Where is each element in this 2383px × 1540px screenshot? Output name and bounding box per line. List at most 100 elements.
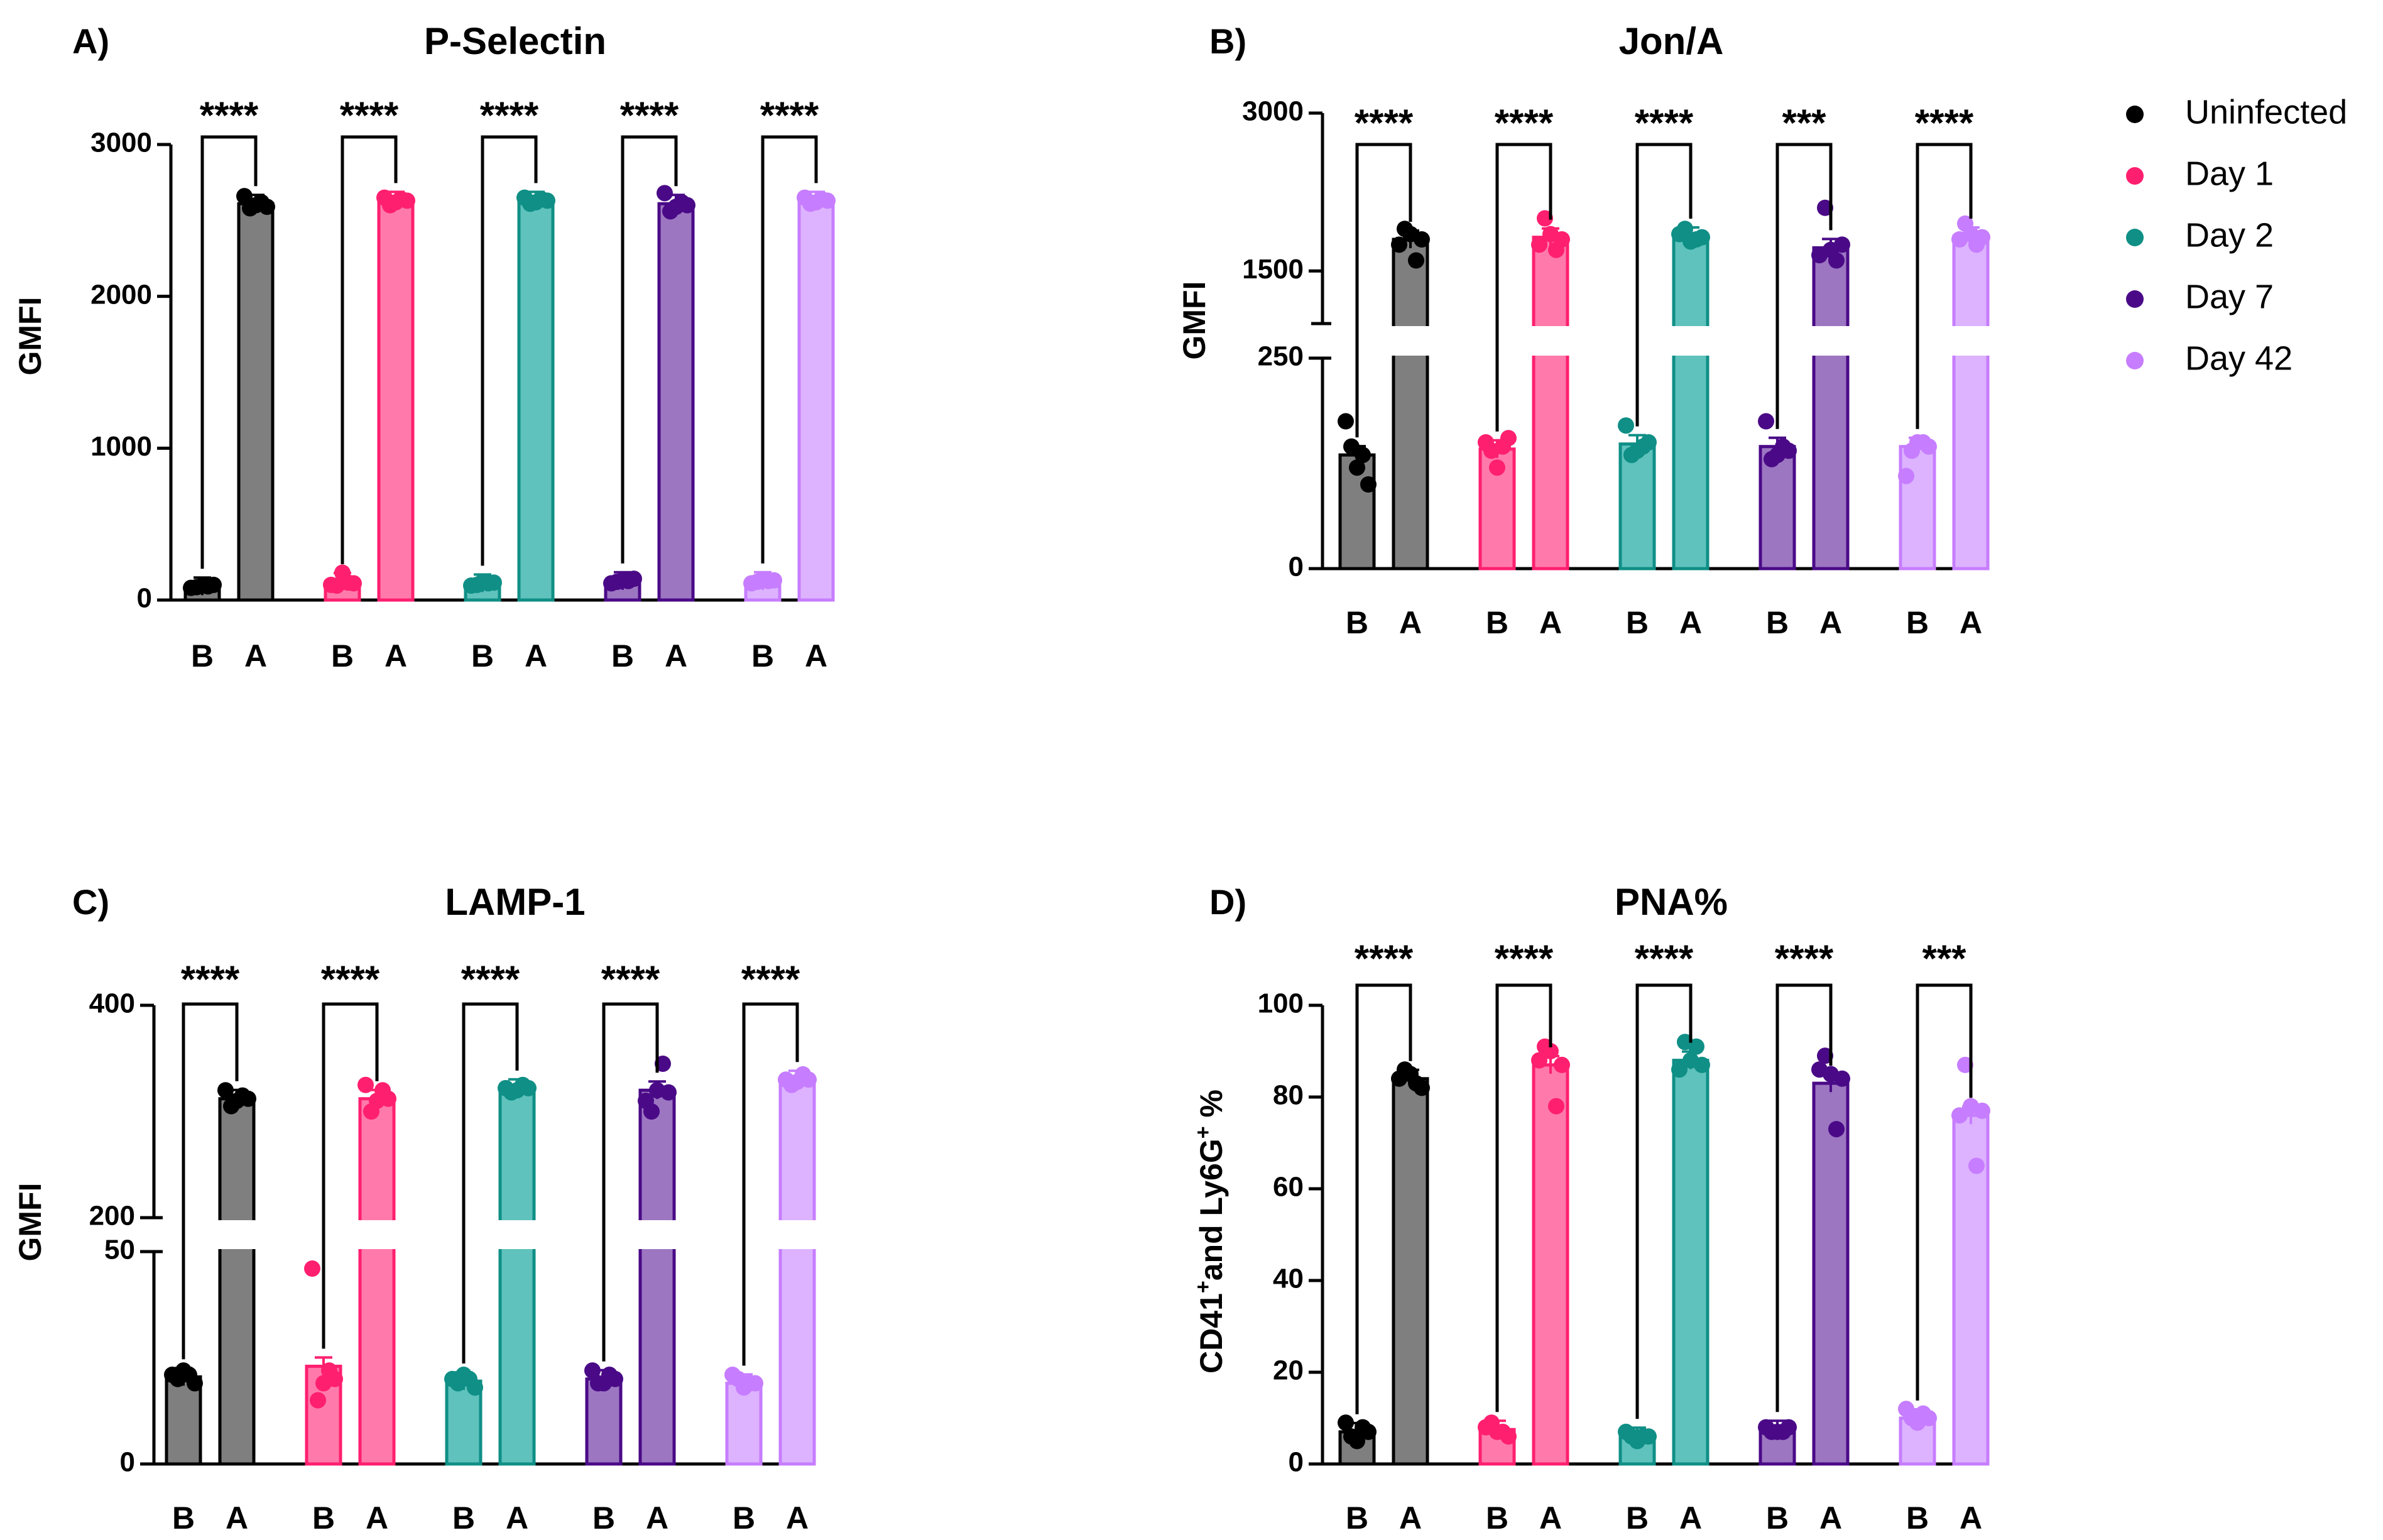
data-point (1483, 1414, 1500, 1431)
x-category-label: B (1486, 1500, 1508, 1536)
data-point (638, 1093, 654, 1110)
data-point (741, 1375, 758, 1392)
data-point (1414, 231, 1430, 248)
y-label-part: % (1194, 1089, 1229, 1126)
data-point (1775, 438, 1791, 455)
significance-label: *** (1922, 937, 1966, 980)
bar (1532, 236, 1569, 571)
data-point (1968, 1157, 1985, 1174)
x-category-label: A (226, 1500, 248, 1536)
data-point (1360, 476, 1377, 493)
legend-label: Day 42 (2185, 339, 2293, 377)
x-category-label: A (1679, 1500, 1702, 1536)
bar (725, 1382, 763, 1466)
data-point (1495, 1423, 1511, 1440)
data-point (321, 1362, 337, 1379)
data-point (800, 1071, 817, 1088)
bar-break-gap (217, 1220, 256, 1249)
x-category-label: B (1906, 605, 1929, 640)
data-point (1758, 413, 1774, 430)
significance-label: **** (200, 94, 259, 136)
data-point (1489, 459, 1505, 476)
y-tick-label: 2000 (90, 279, 152, 310)
data-point (181, 1367, 197, 1384)
x-category-label: A (244, 638, 267, 674)
data-point (1694, 229, 1710, 246)
data-point (480, 575, 496, 592)
data-point (310, 1392, 326, 1409)
significance-bracket (322, 1002, 379, 1349)
significance-label: *** (1782, 102, 1826, 144)
data-point (340, 574, 356, 591)
y-tick-label: 50 (104, 1235, 135, 1265)
data-point (1414, 1079, 1430, 1096)
data-point (1915, 1405, 1931, 1422)
y-label-part: + (1191, 1281, 1215, 1293)
y-tick-label: 0 (1289, 552, 1304, 582)
data-point (1974, 229, 1990, 246)
data-point (1974, 1102, 1990, 1119)
bar-break-gap (498, 1220, 537, 1249)
data-point (679, 197, 695, 214)
x-category-label: A (1819, 605, 1842, 640)
x-category-label: A (1539, 1500, 1562, 1536)
significance-bracket (182, 1002, 239, 1360)
legend-label: Uninfected (2185, 93, 2347, 131)
data-point (1834, 236, 1850, 253)
y-tick-label: 1500 (1242, 254, 1304, 285)
data-point (590, 1375, 606, 1392)
significance-bracket (621, 135, 678, 564)
data-point (1391, 236, 1407, 253)
y-tick-label: 1000 (90, 431, 152, 462)
x-category-label: B (331, 638, 354, 674)
significance-bracket (1775, 983, 1833, 1412)
x-category-label: B (1626, 1500, 1649, 1536)
bar-break-gap (638, 1220, 677, 1249)
y-tick-label: 3000 (90, 128, 152, 158)
bar (1392, 1077, 1429, 1466)
significance-bracket (1635, 143, 1693, 427)
data-point (1355, 447, 1371, 464)
significance-label: **** (321, 958, 380, 1000)
x-category-label: B (1766, 605, 1789, 640)
x-category-label: B (1906, 1500, 1929, 1536)
y-label-part: CD41 (1194, 1293, 1229, 1373)
significance-bracket (761, 135, 818, 564)
bar-break-gap (1951, 326, 1990, 356)
significance-label: **** (1355, 102, 1414, 144)
y-label-part: + (1191, 1126, 1215, 1139)
x-category-label: A (786, 1500, 809, 1536)
x-category-label: A (1399, 1500, 1422, 1536)
legend-marker (2126, 290, 2144, 308)
data-point (660, 1084, 677, 1101)
data-point (1618, 417, 1634, 434)
significance-bracket (200, 135, 258, 569)
legend-marker (2126, 167, 2144, 185)
significance-bracket (481, 135, 538, 566)
significance-label: **** (620, 94, 679, 136)
x-category-label: A (366, 1500, 388, 1536)
significance-bracket (462, 1002, 519, 1364)
x-category-label: A (1960, 605, 1982, 640)
bar (358, 1097, 396, 1466)
x-category-label: B (751, 638, 774, 674)
data-point (1623, 1428, 1640, 1445)
bar (1812, 1081, 1850, 1466)
x-category-label: A (525, 638, 547, 674)
significance-label: **** (601, 958, 660, 1000)
data-point (1671, 1061, 1688, 1078)
chart-title: Jon/A (1619, 20, 1724, 62)
data-point (1408, 252, 1424, 269)
x-category-label: A (1399, 605, 1422, 640)
y-tick-label: 100 (1258, 988, 1304, 1019)
data-point (1402, 1066, 1419, 1083)
data-point (1343, 438, 1360, 455)
data-point (1635, 1428, 1651, 1445)
data-point (357, 1076, 374, 1093)
x-category-label: B (611, 638, 634, 674)
data-point (1694, 1056, 1710, 1073)
panel-label: B) (1209, 21, 1246, 61)
data-point (601, 1367, 618, 1384)
y-tick-label: 80 (1273, 1080, 1304, 1111)
y-axis-label: CD41+and Ly6G+ % (1191, 1089, 1229, 1373)
